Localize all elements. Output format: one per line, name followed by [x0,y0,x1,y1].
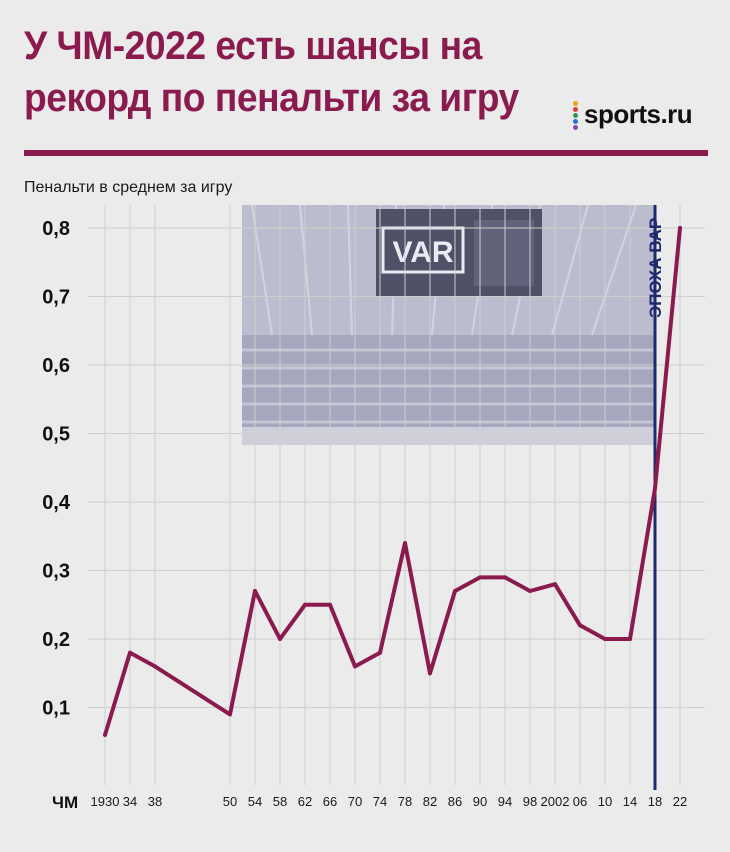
series-line [103,226,682,737]
y-tick-label: 0,2 [42,629,70,651]
y-tick-label: 0,5 [42,424,70,446]
data-point [578,623,582,628]
x-tick-label: 66 [323,794,337,809]
y-tick-label: 0,8 [42,218,70,240]
y-tick-label: 0,1 [42,698,70,720]
photo-roof-beam [347,204,353,336]
x-tick-label: 82 [423,794,437,809]
x-tick-label: 06 [573,794,587,809]
data-point [428,671,432,676]
data-point [503,575,507,580]
y-tick-labels: 0,1 0,2 0,3 0,4 0,5 0,6 0,7 0,8 [42,218,71,720]
data-point [353,664,357,669]
data-point [528,589,532,594]
data-point [678,226,682,230]
data-point [553,582,557,587]
x-tick-labels: ЧМ 1930 34 38 50 54 58 62 66 70 74 78 82 86 90 94 98 2002… [52,793,687,812]
photo-roof-beam [591,204,637,336]
data-point [278,637,282,641]
x-tick-label: 78 [398,794,412,809]
data-point [303,602,307,607]
data-point [253,589,257,594]
data-point [228,712,232,717]
var-era-label: ЭПОХА ВАР [646,218,665,318]
photo-stands [242,335,654,445]
data-point [328,602,332,607]
var-scoreboard-screen [474,220,534,286]
x-tick-label: 50 [223,794,237,809]
data-point [153,664,157,669]
x-tick-label: 34 [123,794,137,809]
data-point [378,650,382,655]
y-tick-label: 0,6 [42,355,70,377]
data-point [628,637,632,641]
y-tick-label: 0,3 [42,561,70,583]
logo-text: sports.ru [584,99,693,129]
data-point [128,650,132,655]
x-tick-label: 22 [673,794,687,809]
x-axis-prefix-label: ЧМ [52,793,78,812]
data-point [603,637,607,641]
x-tick-label: 54 [248,794,262,809]
data-point [453,589,457,594]
var-scoreboard-text: VAR [392,236,453,269]
x-tick-label: 86 [448,794,462,809]
data-point [403,541,407,546]
x-tick-label: 18 [648,794,662,809]
x-tick-label: 98 [523,794,537,809]
x-tick-label: 74 [373,794,387,809]
x-tick-label: 10 [598,794,612,809]
x-tick-label: 38 [148,794,162,809]
page-title: У ЧМ-2022 есть шансы на рекорд по пеналь… [24,24,519,120]
x-tick-label: 62 [298,794,312,809]
x-tick-label: 90 [473,794,487,809]
data-point [653,486,657,491]
y-axis-label: Пенальти в среднем за игру [24,179,232,196]
data-point [478,575,482,580]
y-tick-label: 0,4 [42,492,71,514]
x-tick-label: 2002 [541,794,570,809]
photo-roof-beam [551,204,589,336]
title-divider [24,150,708,156]
logo-dots-icon [573,101,579,131]
photo-pitch-edge [242,427,654,445]
x-tick-label: 1930 [91,794,120,809]
x-tick-label: 94 [498,794,512,809]
y-tick-label: 0,7 [42,287,70,309]
photo-roof-beam [299,204,313,336]
x-tick-label: 70 [348,794,362,809]
var-stadium-photo: VAR [242,204,654,445]
series-line-group [103,226,682,737]
x-tick-label: 14 [623,794,637,809]
data-point [103,732,107,737]
x-tick-label: 58 [273,794,287,809]
